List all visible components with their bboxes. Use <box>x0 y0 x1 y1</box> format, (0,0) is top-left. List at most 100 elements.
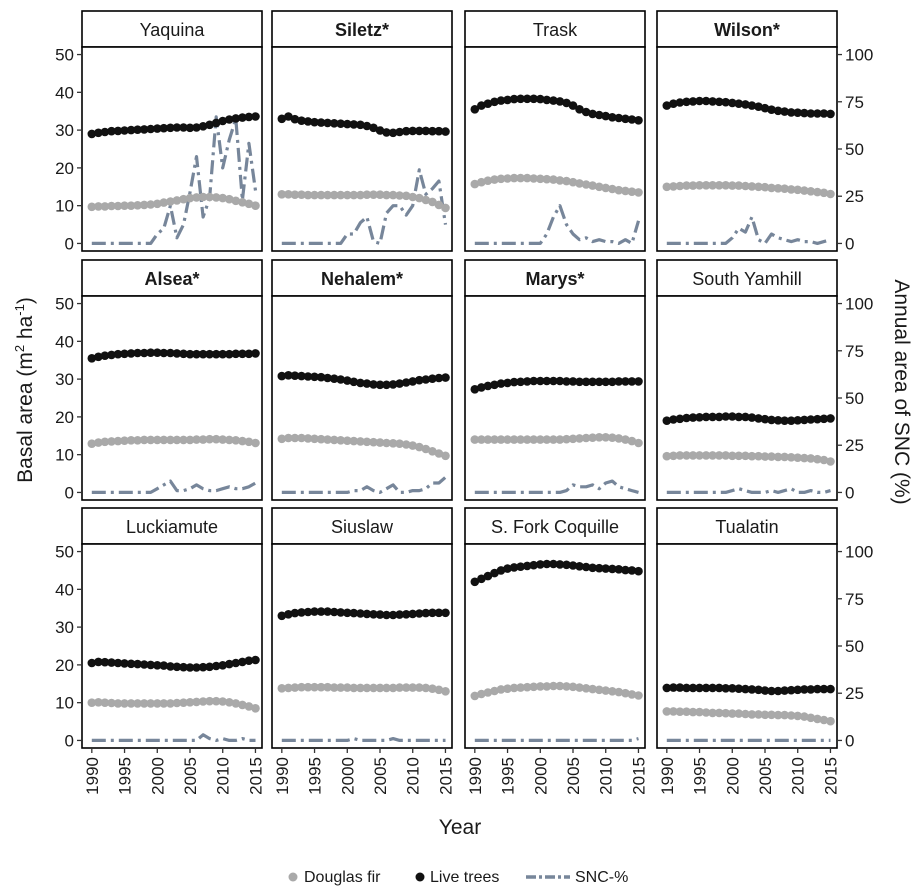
live-trees-point <box>813 109 822 118</box>
douglas-fir-point <box>793 453 802 463</box>
live-trees-point <box>669 415 678 424</box>
panel-siuslaw: Siuslaw 1990 1995 2000 2005 2010 2015 <box>271 507 456 795</box>
live-trees-point <box>100 657 110 667</box>
live-trees-point <box>166 348 175 358</box>
panel-yaquina: Yaquina 0 10 20 30 40 50 <box>55 10 263 253</box>
live-trees-point <box>329 374 339 384</box>
live-trees-point <box>205 662 214 672</box>
panel-strip <box>81 10 263 48</box>
douglas-fir-point <box>786 453 796 462</box>
panel-title: Siletz* <box>335 20 389 40</box>
live-trees-point <box>568 561 578 570</box>
live-trees-point <box>349 608 359 618</box>
live-trees-point <box>153 348 162 358</box>
live-trees-point <box>542 376 552 386</box>
panel-strip <box>464 507 646 545</box>
live-trees-point <box>496 379 506 388</box>
live-trees-point <box>107 126 116 136</box>
live-trees-point <box>395 127 404 137</box>
douglas-fir-point <box>205 696 214 706</box>
douglas-fir-point <box>198 697 208 706</box>
live-trees-point <box>754 685 763 695</box>
live-trees-point <box>562 98 571 108</box>
douglas-fir-point <box>708 181 717 190</box>
panel-frame <box>464 46 646 252</box>
live-trees-point <box>369 610 378 619</box>
douglas-fir-point <box>536 682 545 691</box>
live-trees-point <box>760 686 770 695</box>
douglas-fir-point <box>806 187 816 196</box>
douglas-fir-point <box>826 716 835 726</box>
douglas-fir-point <box>819 455 829 465</box>
live-trees-point <box>483 99 493 108</box>
douglas-fir-point <box>415 683 424 692</box>
douglas-fir-point <box>621 186 630 196</box>
live-trees-point <box>496 566 506 575</box>
live-trees-point <box>211 661 221 671</box>
live-trees-point <box>754 414 763 423</box>
live-trees-point <box>159 123 169 133</box>
douglas-fir-point <box>747 451 757 461</box>
douglas-fir-point <box>568 682 578 692</box>
live-trees-point <box>297 116 306 125</box>
live-trees-point <box>382 128 391 137</box>
douglas-fir-point <box>601 183 610 193</box>
live-trees-point <box>388 610 398 620</box>
panel-strip <box>81 259 263 297</box>
douglas-fir-point <box>146 435 155 445</box>
panel-title: Tualatin <box>715 517 778 537</box>
douglas-fir-point <box>568 434 578 444</box>
douglas-fir-point <box>581 684 591 693</box>
douglas-fir-point <box>133 201 142 210</box>
y-left-tick-label: 40 <box>55 580 74 599</box>
douglas-fir-point <box>594 433 604 442</box>
live-trees-point <box>793 108 802 117</box>
live-trees-point <box>100 351 110 361</box>
douglas-fir-point <box>303 434 313 443</box>
douglas-fir-point <box>536 435 545 444</box>
live-trees-point <box>522 561 532 571</box>
douglas-fir-point <box>819 188 829 198</box>
live-trees-point <box>470 385 480 394</box>
douglas-fir-point <box>225 698 234 707</box>
douglas-fir-point <box>714 181 724 190</box>
douglas-fir-point <box>562 434 571 444</box>
x-tick-label: 2015 <box>822 757 841 795</box>
douglas-fir-point <box>375 683 385 693</box>
douglas-fir-point <box>113 201 123 211</box>
live-trees-point <box>231 349 241 359</box>
live-trees-point <box>741 412 750 422</box>
live-trees-point <box>179 123 188 132</box>
douglas-fir-point <box>483 176 493 185</box>
y-left-axis-title-part: 2 <box>12 345 27 352</box>
douglas-fir-point <box>588 433 597 443</box>
live-trees-point <box>428 608 437 618</box>
douglas-fir-point <box>382 438 391 448</box>
panel-title: Luckiamute <box>126 517 218 537</box>
live-trees-point <box>536 560 545 569</box>
y-left-tick-label: 0 <box>65 483 74 502</box>
douglas-fir-point <box>675 451 685 460</box>
live-trees-point <box>562 377 571 386</box>
douglas-fir-point <box>522 173 532 183</box>
live-trees-point <box>669 683 678 692</box>
douglas-fir-point <box>244 437 254 447</box>
x-tick-label: 2010 <box>214 757 233 795</box>
douglas-fir-point <box>179 698 188 707</box>
x-tick-label: 1995 <box>116 757 135 795</box>
douglas-fir-point <box>490 175 499 184</box>
live-trees-point <box>529 376 538 386</box>
douglas-fir-point <box>701 708 711 717</box>
live-trees-point <box>303 607 313 617</box>
live-trees-point <box>362 379 372 388</box>
y-left-tick-label: 10 <box>55 694 74 713</box>
douglas-fir-point <box>120 436 129 446</box>
douglas-fir-point <box>290 433 300 443</box>
x-tick-label: 1990 <box>658 757 677 795</box>
y-right-tick-label: 75 <box>845 342 864 361</box>
douglas-fir-point <box>316 682 326 692</box>
live-trees-point <box>721 684 730 693</box>
douglas-fir-point <box>800 186 809 195</box>
douglas-fir-point <box>662 182 672 192</box>
live-trees-point <box>813 414 822 424</box>
